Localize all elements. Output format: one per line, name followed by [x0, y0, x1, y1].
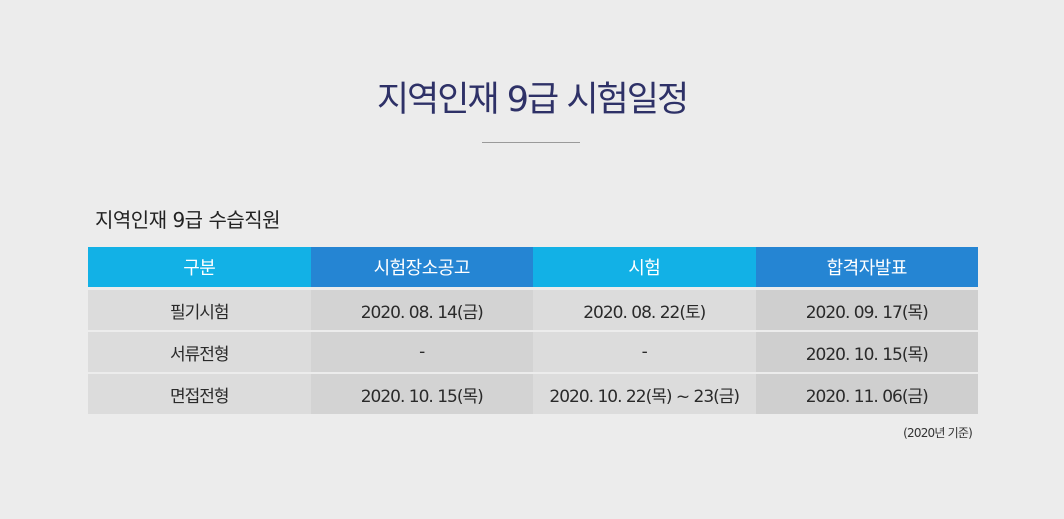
header-exam: 시험: [533, 247, 756, 290]
venue-notice-date: 2020. 08. 14(금): [310, 288, 533, 331]
announcement-date: 2020. 09. 17(목): [755, 288, 978, 331]
venue-notice-date: -: [310, 330, 533, 373]
exam-date: 2020. 10. 22(목) ~ 23(금): [533, 372, 756, 414]
venue-notice-date: 2020. 10. 15(목): [310, 372, 533, 414]
table-row: 면접전형 2020. 10. 15(목) 2020. 10. 22(목) ~ 2…: [88, 372, 978, 414]
announcement-date: 2020. 11. 06(금): [755, 372, 978, 414]
table-header-row: 구분 시험장소공고 시험 합격자발표: [88, 247, 978, 290]
announcement-date: 2020. 10. 15(목): [755, 330, 978, 373]
header-announcement: 합격자발표: [755, 247, 978, 290]
header-category: 구분: [88, 247, 311, 290]
row-category: 면접전형: [88, 372, 311, 414]
table-row: 서류전형 - - 2020. 10. 15(목): [88, 330, 978, 373]
row-category: 서류전형: [88, 330, 311, 373]
section-title: 지역인재 9급 수습직원: [95, 208, 281, 232]
table-row: 필기시험 2020. 08. 14(금) 2020. 08. 22(토) 202…: [88, 288, 978, 331]
header-venue-notice: 시험장소공고: [310, 247, 533, 290]
footnote: (2020년 기준): [903, 426, 973, 440]
exam-date: -: [533, 330, 756, 373]
title-divider: [482, 142, 580, 143]
row-category: 필기시험: [88, 288, 311, 331]
page-title: 지역인재 9급 시험일정: [376, 80, 689, 120]
exam-date: 2020. 08. 22(토): [533, 288, 756, 331]
schedule-table: 구분 시험장소공고 시험 합격자발표 필기시험 2020. 08. 14(금) …: [88, 247, 978, 414]
